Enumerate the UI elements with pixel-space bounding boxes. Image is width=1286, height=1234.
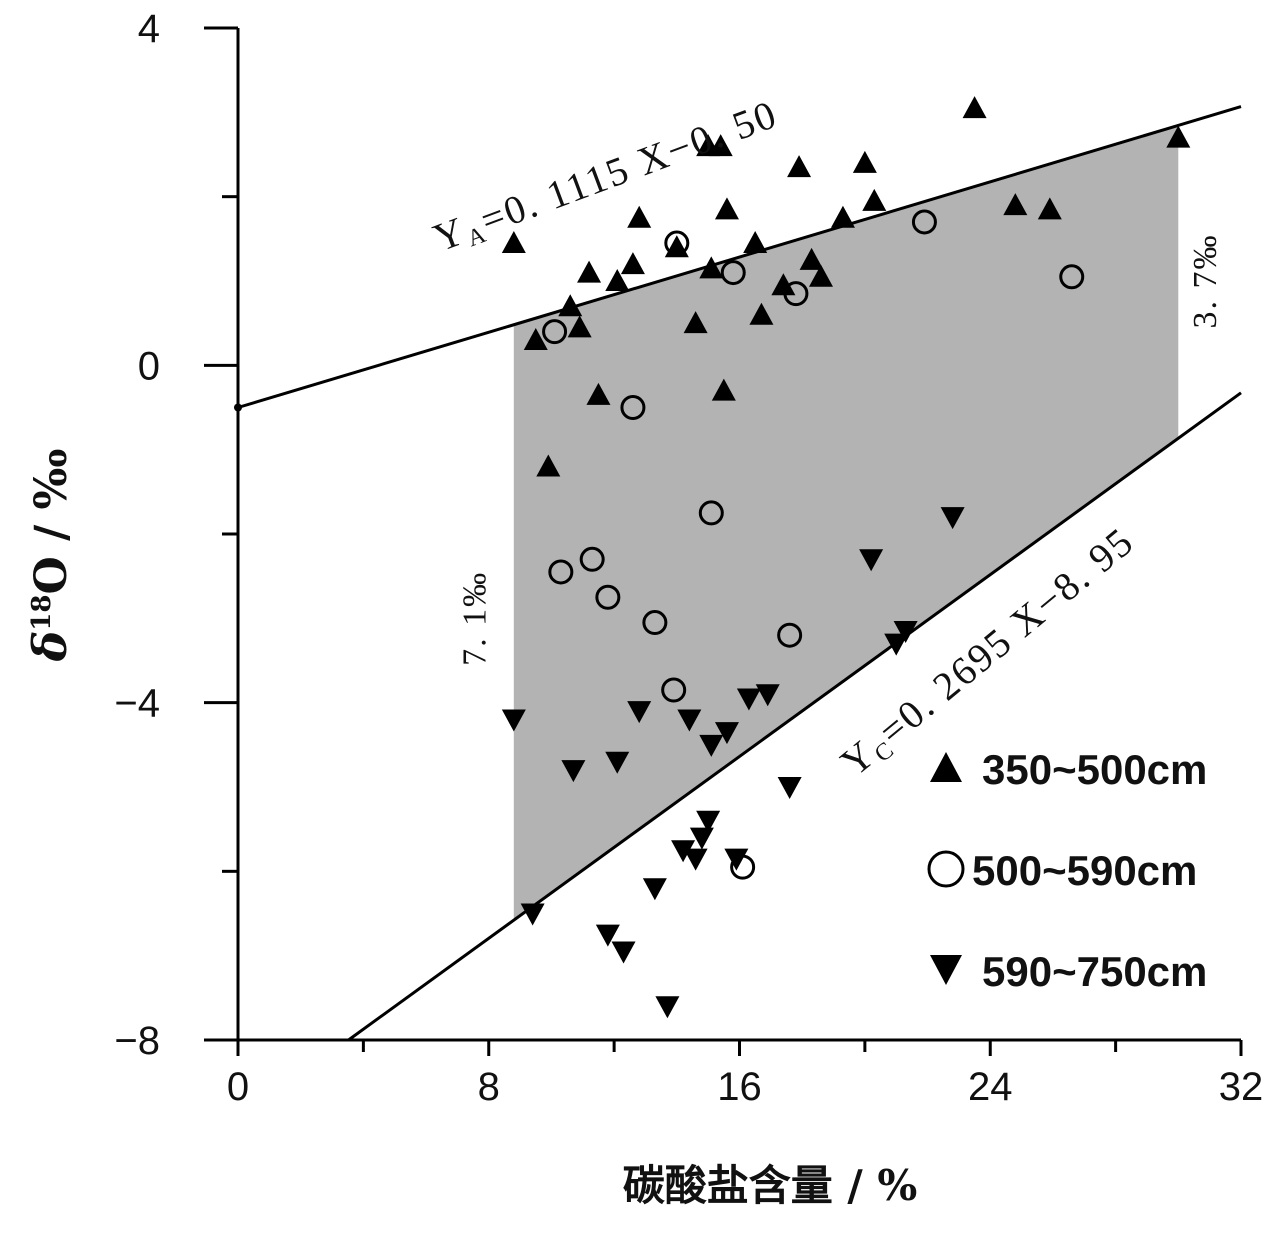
y-tick-label: −8 bbox=[114, 1019, 160, 1063]
equation-yc-y: Y bbox=[832, 731, 884, 785]
point-350-500 bbox=[683, 311, 708, 334]
point-350-500 bbox=[830, 205, 855, 228]
point-350-500 bbox=[586, 382, 611, 405]
x-tick-label: 24 bbox=[968, 1065, 1013, 1109]
point-350-500 bbox=[501, 231, 526, 254]
legend-label-590-750: 590~750cm bbox=[982, 948, 1207, 995]
point-350-500 bbox=[605, 269, 630, 291]
shaded-region bbox=[513, 125, 1179, 921]
y-tick-label: −4 bbox=[114, 682, 160, 726]
point-350-500 bbox=[808, 264, 833, 287]
x-tick-label: 16 bbox=[717, 1065, 762, 1109]
point-590-750 bbox=[755, 684, 780, 707]
shaded-region-layer bbox=[513, 125, 1179, 921]
point-350-500 bbox=[962, 96, 987, 119]
point-350-500 bbox=[620, 252, 645, 275]
point-590-750 bbox=[677, 709, 702, 732]
point-590-750 bbox=[642, 878, 667, 901]
point-350-500 bbox=[536, 454, 561, 477]
point-500-590 bbox=[661, 677, 687, 703]
point-500-590 bbox=[720, 260, 746, 286]
point-590-750 bbox=[940, 507, 965, 530]
equation-label-ya: YA=0. 1115 X−0. 50 bbox=[427, 91, 784, 263]
point-590-750 bbox=[689, 827, 714, 850]
legend-marker-triangle-down bbox=[930, 955, 962, 985]
point-350-500 bbox=[699, 256, 724, 279]
point-590-750 bbox=[893, 620, 918, 643]
point-350-500 bbox=[558, 294, 583, 317]
legend-marker-circle bbox=[927, 850, 965, 888]
point-350-500 bbox=[862, 188, 887, 211]
point-500-590 bbox=[595, 584, 621, 610]
y-tick-label: 0 bbox=[138, 344, 160, 388]
point-590-750 bbox=[627, 701, 652, 724]
x-tick-label: 32 bbox=[1219, 1065, 1264, 1109]
y-tick-label: 4 bbox=[138, 7, 160, 51]
point-350-500 bbox=[771, 273, 796, 296]
x-tick-label: 8 bbox=[478, 1065, 500, 1109]
point-500-590 bbox=[1059, 264, 1085, 290]
point-590-750 bbox=[859, 549, 884, 572]
point-350-500 bbox=[1003, 193, 1028, 216]
y-axis-title-superscript: 18 bbox=[27, 595, 57, 631]
point-590-750 bbox=[501, 709, 526, 732]
regression-line-y-c bbox=[347, 391, 1242, 1042]
point-500-590 bbox=[783, 281, 809, 307]
annotation-upper-range: 3. 7‰ bbox=[1187, 234, 1224, 329]
point-590-750 bbox=[736, 688, 761, 711]
y-axis-title: δ18O / ‰ bbox=[23, 449, 77, 663]
point-350-500 bbox=[577, 260, 602, 283]
point-500-590 bbox=[542, 319, 568, 345]
point-500-590 bbox=[548, 559, 574, 585]
regression-line-y-a bbox=[237, 105, 1242, 409]
point-500-590 bbox=[698, 500, 724, 526]
legend-marker-triangle-up bbox=[930, 752, 962, 782]
point-500-590 bbox=[911, 209, 937, 235]
legend-label-500-590: 500~590cm bbox=[972, 847, 1197, 894]
x-tick-label: 0 bbox=[227, 1065, 249, 1109]
point-590-750 bbox=[724, 848, 749, 871]
annotation-lower-range: 7. 1‰ bbox=[457, 571, 494, 666]
point-590-750 bbox=[884, 633, 909, 656]
x-axis-title: 碳酸盐含量 / % bbox=[623, 1161, 918, 1210]
point-590-750 bbox=[655, 996, 680, 1019]
point-590-750 bbox=[605, 751, 630, 774]
point-500-590 bbox=[777, 622, 803, 648]
data-points-layer bbox=[501, 96, 1191, 1019]
point-350-500 bbox=[711, 378, 736, 401]
point-590-750 bbox=[520, 903, 545, 926]
point-500-590 bbox=[579, 546, 605, 572]
legend-label-350-500: 350~500cm bbox=[982, 746, 1207, 793]
point-350-500 bbox=[852, 150, 877, 173]
point-590-750 bbox=[714, 722, 739, 745]
point-590-750 bbox=[777, 777, 802, 799]
point-350-500 bbox=[749, 302, 774, 325]
point-350-500 bbox=[708, 134, 733, 157]
y-axis-title-delta: δ bbox=[23, 631, 77, 663]
point-590-750 bbox=[671, 840, 696, 863]
point-500-590 bbox=[620, 395, 646, 420]
point-500-590 bbox=[642, 610, 668, 636]
y-axis-title-rest: O / ‰ bbox=[26, 449, 77, 595]
point-350-500 bbox=[523, 328, 548, 351]
point-590-750 bbox=[595, 924, 620, 947]
legend: 350~500cm 500~590cm 590~750cm bbox=[927, 746, 1207, 995]
point-350-500 bbox=[714, 197, 739, 220]
point-350-500 bbox=[799, 247, 824, 270]
point-350-500 bbox=[743, 231, 768, 254]
point-590-750 bbox=[561, 760, 586, 783]
point-590-750 bbox=[611, 941, 636, 964]
point-590-750 bbox=[699, 734, 724, 757]
point-350-500 bbox=[627, 205, 652, 228]
point-590-750 bbox=[683, 848, 708, 871]
point-590-750 bbox=[696, 810, 721, 833]
equation-ya-rest: =0. 1115 X−0. 50 bbox=[474, 91, 783, 243]
point-350-500 bbox=[787, 155, 812, 178]
point-350-500 bbox=[1166, 125, 1191, 148]
point-350-500 bbox=[1037, 197, 1062, 220]
point-350-500 bbox=[567, 315, 592, 338]
point-500-590 bbox=[664, 230, 690, 256]
